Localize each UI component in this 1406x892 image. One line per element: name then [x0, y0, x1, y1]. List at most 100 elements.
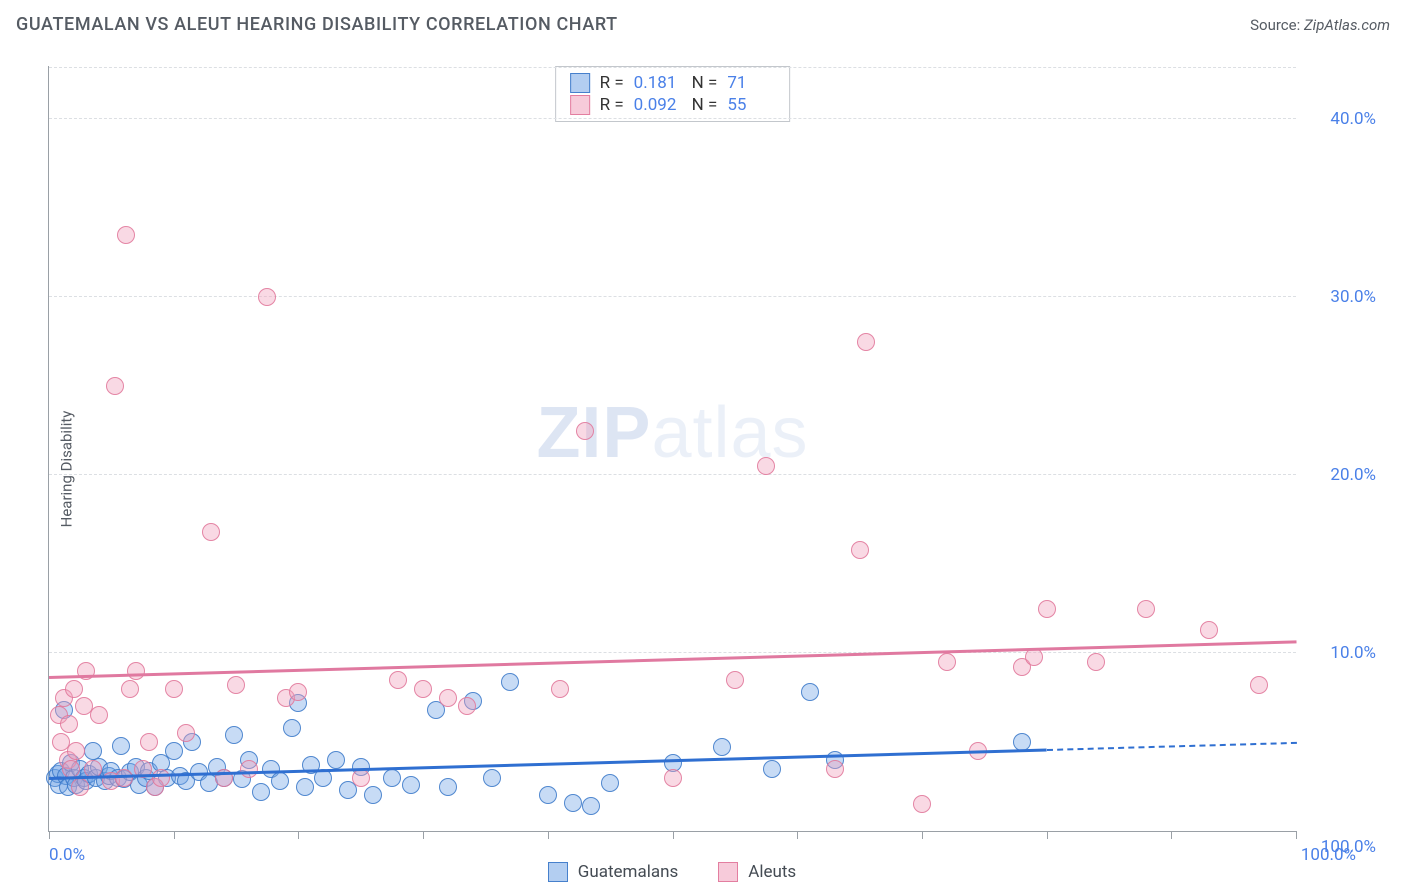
data-point	[327, 751, 345, 769]
data-point	[240, 760, 258, 778]
data-point	[1250, 676, 1268, 694]
data-point	[582, 797, 600, 815]
data-point	[1087, 653, 1105, 671]
stats-r-value-1: 0.181	[634, 73, 682, 93]
data-point	[152, 769, 170, 787]
data-point	[258, 288, 276, 306]
data-point	[664, 754, 682, 772]
data-point	[227, 676, 245, 694]
data-point	[414, 680, 432, 698]
data-point	[339, 781, 357, 799]
stats-n-value-2: 55	[727, 95, 775, 115]
data-point	[106, 377, 124, 395]
data-point	[140, 733, 158, 751]
watermark: ZIPatlas	[536, 392, 808, 474]
data-point	[551, 680, 569, 698]
data-point	[913, 795, 931, 813]
data-point	[115, 770, 133, 788]
data-point	[200, 774, 218, 792]
data-point	[137, 769, 155, 787]
gridline	[49, 118, 1296, 119]
data-point	[439, 689, 457, 707]
stats-row-series-2: R = 0.092 N = 55	[570, 95, 776, 115]
legend-label: Aleuts	[748, 862, 796, 882]
stats-n-value-1: 71	[727, 73, 775, 93]
data-point	[146, 778, 164, 796]
watermark-bold: ZIP	[536, 393, 651, 473]
trend-line	[49, 748, 1047, 779]
x-tick	[673, 831, 674, 839]
stats-r-label: R =	[600, 95, 624, 115]
gridline	[49, 474, 1296, 475]
data-point	[458, 697, 476, 715]
stats-r-value-2: 0.092	[634, 95, 682, 115]
swatch-blue-icon	[548, 862, 568, 882]
data-point	[146, 778, 164, 796]
data-point	[427, 701, 445, 719]
data-point	[252, 783, 270, 801]
swatch-pink-icon	[718, 862, 738, 882]
data-point	[576, 422, 594, 440]
swatch-pink-icon	[570, 95, 590, 115]
data-point	[389, 671, 407, 689]
stats-box: R = 0.181 N = 71 R = 0.092 N = 55	[555, 66, 791, 122]
x-tick	[922, 831, 923, 839]
data-point	[364, 786, 382, 804]
data-point	[121, 763, 139, 781]
watermark-thin: atlas	[651, 393, 808, 473]
data-point	[352, 769, 370, 787]
data-point	[713, 738, 731, 756]
data-point	[84, 742, 102, 760]
chart-title: GUATEMALAN VS ALEUT HEARING DISABILITY C…	[16, 14, 618, 35]
data-point	[1038, 600, 1056, 618]
x-tick	[49, 831, 50, 839]
data-point	[1013, 658, 1031, 676]
gridline	[49, 652, 1296, 653]
source-label: Source:	[1250, 16, 1300, 34]
source-attribution: Source: ZipAtlas.com	[1250, 16, 1390, 34]
data-point	[55, 701, 73, 719]
data-point	[271, 772, 289, 790]
legend-label: Guatemalans	[578, 862, 678, 882]
data-point	[165, 680, 183, 698]
data-point	[80, 765, 98, 783]
scatter-plot-area: ZIPatlas R = 0.181 N = 71 R = 0.092 N = …	[48, 66, 1296, 832]
data-point	[117, 226, 135, 244]
data-point	[564, 794, 582, 812]
data-point	[112, 737, 130, 755]
data-point	[757, 457, 775, 475]
data-point	[49, 765, 67, 783]
data-point	[601, 774, 619, 792]
data-point	[857, 333, 875, 351]
data-point	[283, 719, 301, 737]
data-point	[62, 754, 80, 772]
x-tick	[298, 831, 299, 839]
x-tick-label-right: 100.0%	[1306, 837, 1376, 857]
data-point	[67, 742, 85, 760]
y-tick-label: 30.0%	[1306, 287, 1376, 307]
data-point	[277, 689, 295, 707]
y-tick-label: 20.0%	[1306, 465, 1376, 485]
trend-line	[49, 640, 1296, 678]
data-point	[59, 778, 77, 796]
x-tick	[423, 831, 424, 839]
data-point	[59, 751, 77, 769]
data-point	[1137, 600, 1155, 618]
data-point	[1200, 621, 1218, 639]
stats-row-series-1: R = 0.181 N = 71	[570, 73, 776, 93]
data-point	[52, 733, 70, 751]
x-tick	[1296, 831, 1297, 839]
data-point	[158, 769, 176, 787]
data-point	[464, 692, 482, 710]
source-name: ZipAtlas.com	[1304, 16, 1390, 34]
data-point	[262, 760, 280, 778]
data-point	[402, 776, 420, 794]
data-point	[177, 724, 195, 742]
data-point	[225, 726, 243, 744]
x-tick	[797, 831, 798, 839]
data-point	[439, 778, 457, 796]
data-point	[826, 760, 844, 778]
data-point	[938, 653, 956, 671]
data-point	[202, 523, 220, 541]
gridline	[49, 296, 1296, 297]
